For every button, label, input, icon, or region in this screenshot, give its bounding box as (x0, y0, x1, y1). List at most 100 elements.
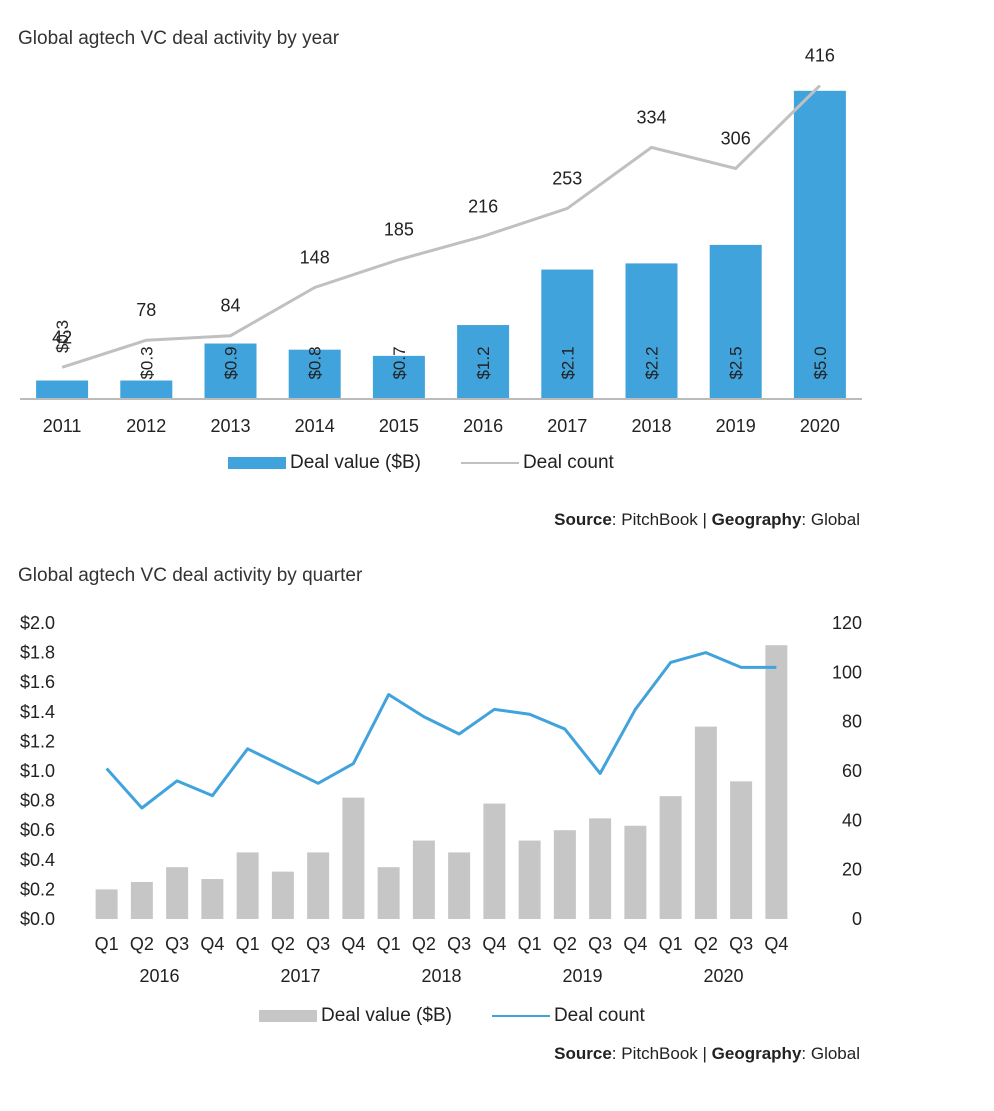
quarterly-y-right-tick-label: 60 (842, 761, 862, 781)
yearly-x-tick-label: 2015 (379, 416, 419, 436)
yearly-geo-value: : Global (801, 510, 860, 529)
quarterly-y-right-tick-label: 20 (842, 860, 862, 880)
yearly-legend-value-label: Deal value ($B) (290, 452, 421, 473)
quarterly-x-tick-label: Q1 (236, 934, 260, 954)
yearly-count-label: 334 (636, 107, 666, 127)
yearly-bar (541, 269, 594, 399)
yearly-count-label: 148 (300, 248, 330, 268)
quarterly-y-left-tick-label: $1.0 (20, 761, 55, 781)
quarterly-chart-title: Global agtech VC deal activity by quarte… (18, 565, 363, 586)
quarterly-year-group-label: 2018 (421, 966, 461, 986)
quarterly-y-left-tick-label: $1.2 (20, 731, 55, 751)
quarterly-x-tick-label: Q1 (518, 934, 542, 954)
yearly-bar (288, 349, 341, 399)
quarterly-bar (624, 825, 647, 919)
quarterly-bar (448, 852, 471, 919)
yearly-x-tick-label: 2016 (463, 416, 503, 436)
quarterly-bar (483, 803, 506, 919)
quarterly-y-left-tick-label: $2.0 (20, 613, 55, 633)
yearly-bar-value-label: $2.1 (558, 346, 577, 379)
yearly-chart-panel: Global agtech VC deal activity by year $… (0, 0, 994, 545)
quarterly-x-tick-label: Q4 (200, 934, 224, 954)
quarterly-legend-count-label: Deal count (553, 1005, 645, 1026)
yearly-legend-value: Deal value ($B) (228, 452, 421, 474)
quarterly-x-tick-label: Q3 (165, 934, 189, 954)
yearly-chart-title: Global agtech VC deal activity by year (18, 28, 340, 49)
quarterly-year-group-label: 2016 (139, 966, 179, 986)
quarterly-bar (694, 726, 717, 919)
yearly-bar (709, 244, 762, 399)
yearly-bar (625, 263, 678, 399)
yearly-bar (372, 355, 425, 399)
quarterly-bar (95, 889, 118, 919)
yearly-bar (457, 325, 510, 399)
quarterly-bar (271, 871, 294, 919)
yearly-legend-count-label: Deal count (522, 452, 614, 473)
yearly-bar (120, 380, 173, 399)
yearly-bar-value-label: $0.8 (306, 346, 325, 379)
yearly-bar-value-label: $5.0 (811, 346, 830, 379)
quarterly-y-right-tick-label: 40 (842, 810, 862, 830)
quarterly-y-left-tick-label: $1.6 (20, 672, 55, 692)
quarterly-legend: Deal value ($B) Deal count (259, 1005, 685, 1027)
quarterly-year-group-label: 2020 (703, 966, 743, 986)
yearly-source-note: Source: PitchBook | Geography: Global (554, 510, 860, 530)
quarterly-bar (307, 852, 330, 919)
quarterly-y-right-tick-label: 100 (832, 662, 862, 682)
quarterly-legend-value: Deal value ($B) (259, 1005, 452, 1027)
yearly-legend: Deal value ($B) Deal count (228, 452, 654, 474)
quarterly-bar (765, 645, 788, 919)
yearly-x-tick-label: 2019 (716, 416, 756, 436)
yearly-count-label: 253 (552, 168, 582, 188)
quarterly-chart-svg: $0.0 $0.2 $0.4 $0.6 $0.8 $1.0 $1.2 $1.4 $1.6 $1.8… (20, 613, 862, 986)
yearly-x-tick-label: 2013 (210, 416, 250, 436)
quarterly-x-tick-label: Q2 (412, 934, 436, 954)
yearly-geo-label: Geography (711, 510, 802, 529)
quarterly-legend-value-swatch (259, 1010, 317, 1022)
quarterly-legend-count-swatch (491, 1015, 550, 1017)
yearly-bar-value-label: $0.7 (390, 346, 409, 379)
quarterly-bar (518, 840, 541, 919)
quarterly-x-tick-label: Q1 (377, 934, 401, 954)
quarterly-y-left-tick-label: $0.2 (20, 879, 55, 899)
yearly-count-label: 185 (384, 220, 414, 240)
yearly-x-tick-label: 2018 (631, 416, 671, 436)
yearly-legend-count: Deal count (460, 452, 614, 474)
quarterly-bar (130, 882, 153, 919)
quarterly-source-value: : PitchBook | (611, 1044, 712, 1063)
quarterly-x-tick-label: Q1 (95, 934, 119, 954)
yearly-x-tick-label: 2020 (800, 416, 840, 436)
quarterly-x-tick-label: Q3 (729, 934, 753, 954)
quarterly-y-left-tick-label: $0.8 (20, 791, 55, 811)
yearly-count-label: 78 (136, 300, 156, 320)
quarterly-geo-label: Geography (711, 1044, 802, 1063)
quarterly-x-tick-label: Q4 (482, 934, 506, 954)
yearly-bar-value-label: $2.5 (727, 346, 746, 379)
quarterly-chart-panel: Global agtech VC deal activity by quarte… (0, 555, 994, 1111)
quarterly-bar (342, 797, 365, 919)
yearly-source-label: Source (554, 510, 612, 529)
yearly-x-tick-label: 2014 (295, 416, 335, 436)
quarterly-x-tick-label: Q2 (130, 934, 154, 954)
yearly-count-label: 416 (805, 46, 835, 66)
quarterly-y-right-tick-label: 80 (842, 712, 862, 732)
yearly-legend-value-swatch (228, 457, 286, 469)
quarterly-x-tick-label: Q3 (447, 934, 471, 954)
quarterly-x-tick-label: Q4 (341, 934, 365, 954)
yearly-bar-value-label: $0.3 (53, 320, 72, 353)
quarterly-bar (236, 852, 259, 919)
quarterly-source-label: Source (554, 1044, 612, 1063)
quarterly-x-tick-label: Q3 (306, 934, 330, 954)
yearly-x-tick-label: 2012 (126, 416, 166, 436)
quarterly-bar (201, 879, 224, 919)
quarterly-y-left-tick-label: $0.0 (20, 909, 55, 929)
yearly-bar (793, 90, 846, 400)
yearly-bar-value-label: $1.2 (474, 346, 493, 379)
quarterly-y-left-tick-label: $1.4 (20, 702, 55, 722)
quarterly-bar (659, 796, 682, 919)
quarterly-y-right-tick-label: 0 (852, 909, 862, 929)
quarterly-y-left-tick-label: $0.6 (20, 820, 55, 840)
quarterly-y-left-tick-label: $1.8 (20, 643, 55, 663)
yearly-x-tick-label: 2017 (547, 416, 587, 436)
quarterly-bar (166, 867, 189, 919)
